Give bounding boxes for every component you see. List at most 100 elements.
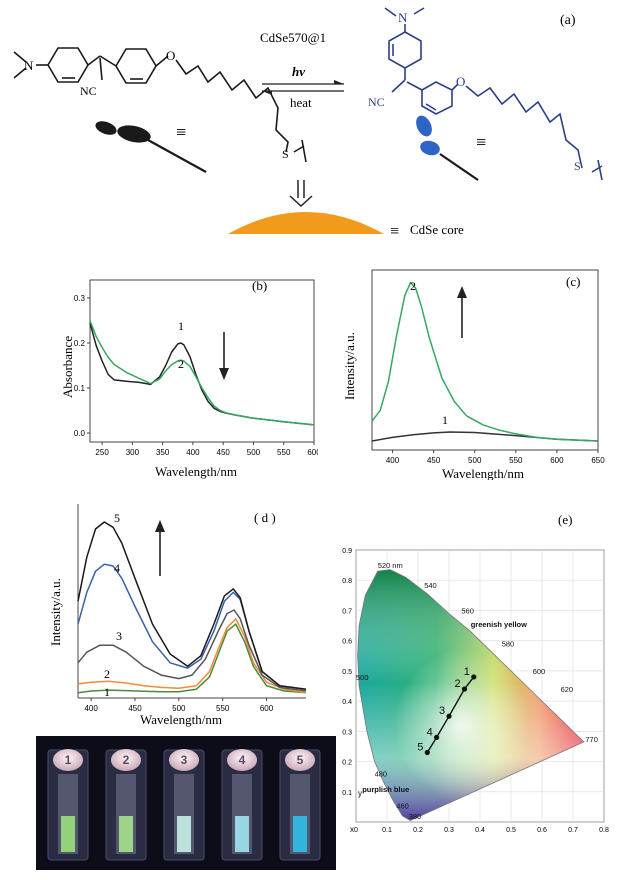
- atom-o-right: O: [456, 74, 465, 89]
- y-tick-label: 0.2: [74, 339, 86, 348]
- vial-4: 4: [221, 749, 263, 861]
- panel-e-ylabel: y: [358, 789, 362, 798]
- cie-point-label: 4: [427, 726, 433, 738]
- panel-e-cie-diagram: 0 0.1 0.2 0.3 0.4 0.5 0.6 0.7 0.8 0.1 0.2 0.3 0.4 0.5…: [342, 512, 609, 834]
- panel-d-ylabel: Intensity/a.u.: [48, 578, 63, 646]
- atom-o-left: O: [166, 48, 175, 63]
- x-tick-label: 0.6: [537, 827, 547, 834]
- x-tick-label: 450: [217, 448, 231, 457]
- vial-label: 2: [123, 753, 130, 767]
- series-line-3: [77, 609, 307, 692]
- cie-annotation: greenish yellow: [471, 620, 527, 629]
- x-tick-label: 450: [128, 704, 142, 713]
- panel-b-absorbance-chart: 0.0 0.1 0.2 0.3 250 300 350 400 450 500 550 600 (b…: [60, 278, 318, 479]
- scheme-title: CdSe570@1: [260, 30, 326, 45]
- cie-point-label: 2: [455, 678, 461, 690]
- cie-annotation: 480: [375, 770, 388, 779]
- x-tick-label: 0.1: [382, 827, 392, 834]
- cie-point-2: [461, 686, 468, 692]
- panel-c-label: (c): [566, 274, 580, 289]
- plot-frame: [371, 269, 599, 451]
- series-line-1: [89, 322, 315, 426]
- y-tick-label: 0.3: [74, 294, 86, 303]
- x-tick-label: 450: [427, 456, 441, 465]
- x-tick-label: 600: [260, 704, 274, 713]
- y-tick-label: 0.1: [342, 790, 352, 797]
- vial-cap: [169, 749, 199, 771]
- x-tick-label: 600: [550, 456, 564, 465]
- vial-solution-glow: [177, 816, 191, 852]
- curve-label-3: 3: [116, 629, 122, 643]
- equiv-right: ≡: [476, 132, 486, 152]
- x-tick-label: 400: [84, 704, 98, 713]
- panel-c-emission-chart: 400 450 500 550 600 650 (c) Wavelength/nm Int…: [342, 269, 605, 480]
- vial-1: 1: [47, 749, 89, 861]
- panel-c-ylabel: Intensity/a.u.: [342, 332, 357, 400]
- panel-a-label: (a): [560, 13, 576, 28]
- curve-label-2: 2: [410, 279, 416, 293]
- vial-2: 2: [105, 749, 147, 861]
- curve-label-1: 1: [104, 685, 110, 699]
- cie-annotation: purplish blue: [362, 785, 409, 794]
- curve-label-2: 2: [104, 667, 110, 681]
- cie-annotation: 770: [585, 735, 598, 744]
- panel-c-xlabel: Wavelength/nm: [442, 466, 524, 480]
- vial-cap: [111, 749, 141, 771]
- vial-label: 1: [65, 753, 72, 767]
- atom-n-left: N: [24, 58, 34, 73]
- panel-b-xlabel: Wavelength/nm: [155, 464, 237, 479]
- molecule-closed-form: [13, 47, 307, 163]
- decrease-arrowhead: [219, 368, 229, 380]
- molecule-open-form: [384, 7, 603, 181]
- y-tick-label: 0.1: [74, 384, 86, 393]
- cie-annotation: 380: [409, 812, 422, 821]
- reverse-arrowhead: [262, 91, 272, 95]
- x-tick-label: 400: [386, 456, 400, 465]
- vials-photo: 1 2 3 4 5: [36, 736, 336, 870]
- curve-label-1: 1: [442, 413, 448, 427]
- x-tick-label: 550: [277, 448, 291, 457]
- vial-solution-glow: [119, 816, 133, 852]
- vial-cap: [227, 749, 257, 771]
- vial-solution-glow: [293, 816, 307, 852]
- series-line-2: [371, 281, 599, 442]
- vial-5: 5: [279, 749, 321, 861]
- open-form-cartoon-tail: [439, 153, 479, 181]
- cie-point-label: 3: [439, 705, 445, 717]
- x-tick-label: 600: [307, 448, 318, 457]
- x-tick-label: 0.8: [599, 827, 609, 834]
- panel-b-label: (b): [252, 278, 267, 293]
- cdse-core-dome: [228, 212, 384, 234]
- reverse-condition: heat: [290, 95, 312, 110]
- cie-annotation: 540: [424, 581, 437, 590]
- y-tick-label: 0.2: [342, 760, 352, 767]
- y-tick-label: 0.4: [342, 699, 352, 706]
- y-tick-label: 0.7: [342, 608, 352, 615]
- x-tick-label: 0.3: [444, 827, 454, 834]
- panel-a-scheme: N NC O S ≡ CdSe570@1 hν heat N NC O S (a…: [13, 7, 603, 240]
- x-tick-label: 500: [172, 704, 186, 713]
- increase-arrowhead: [155, 520, 165, 532]
- curve-label-5: 5: [114, 511, 120, 525]
- atom-nc-right: NC: [368, 95, 385, 109]
- cie-annotation: 560: [461, 606, 474, 615]
- panel-d-emission-series-chart: 400 450 500 550 600 ( d ) Wavelength/nm Inte…: [48, 504, 307, 727]
- vial-3: 3: [163, 749, 205, 861]
- cie-point-1: [471, 674, 477, 680]
- plot-frame: [89, 279, 315, 443]
- cie-annotation: 600: [533, 667, 546, 676]
- series-line-2: [77, 618, 307, 694]
- x-tick-label: 0.7: [568, 827, 578, 834]
- cie-annotation: 580: [502, 640, 515, 649]
- y-tick-label: 0.9: [342, 548, 352, 555]
- y-tick-label: 0.5: [342, 669, 352, 676]
- atom-nc-left: NC: [80, 84, 97, 98]
- vial-solution-glow: [235, 816, 249, 852]
- series-line-2: [89, 320, 315, 426]
- atom-s-left: S: [282, 147, 289, 161]
- vial-label: 3: [181, 753, 188, 767]
- atom-n-right: N: [398, 10, 408, 25]
- x-tick-label: 350: [156, 448, 170, 457]
- cie-annotation: 520 nm: [378, 561, 403, 570]
- open-form-cartoon-head-1: [416, 115, 432, 137]
